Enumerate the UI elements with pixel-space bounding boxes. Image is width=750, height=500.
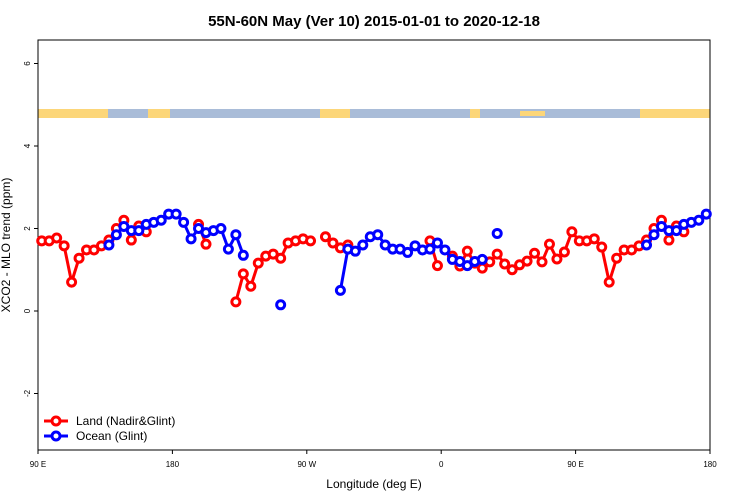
series-point <box>603 276 615 288</box>
series-point <box>237 268 249 280</box>
series-point <box>641 239 653 251</box>
x-tick-label: 180 <box>166 460 180 469</box>
x-tick-label: 180 <box>703 460 717 469</box>
plot-frame <box>37 39 711 451</box>
series-point <box>566 226 578 238</box>
series-point <box>245 280 257 292</box>
series-point <box>110 229 122 241</box>
series-point <box>506 264 518 276</box>
series-point <box>237 249 249 261</box>
x-tick-label: 90 E <box>30 460 46 469</box>
series-point <box>439 244 451 256</box>
series-point <box>543 238 555 250</box>
series-point <box>596 241 608 253</box>
series-point <box>73 252 85 264</box>
series-point <box>215 223 227 235</box>
series-point <box>133 225 145 237</box>
series-point <box>670 225 682 237</box>
series-point <box>230 229 242 241</box>
series-point <box>125 234 137 246</box>
legend-label: Ocean (Glint) <box>76 429 147 443</box>
x-tick-label: 90 W <box>297 460 316 469</box>
y-tick-label: 6 <box>23 61 32 66</box>
series-point <box>170 208 182 220</box>
y-tick-label: -2 <box>23 389 32 397</box>
series-point <box>461 245 473 257</box>
legend-marker <box>50 415 62 427</box>
series-point <box>476 262 488 274</box>
series-point <box>357 239 369 251</box>
y-tick-label: 0 <box>23 308 32 313</box>
series-point <box>58 240 70 252</box>
series-point <box>491 248 503 260</box>
series-point <box>431 260 443 272</box>
series-point <box>230 296 242 308</box>
y-tick-label: 4 <box>23 143 32 148</box>
series-point <box>529 247 541 259</box>
series-point <box>103 239 115 251</box>
map-strip <box>38 109 710 118</box>
series-point <box>275 252 287 264</box>
series-point <box>222 243 234 255</box>
x-tick-label: 90 E <box>567 460 583 469</box>
y-tick-label: 2 <box>23 226 32 231</box>
series-point <box>700 208 712 220</box>
series-point <box>663 234 675 246</box>
series-point <box>648 229 660 241</box>
series-point <box>693 214 705 226</box>
series-point <box>252 257 264 269</box>
chart-title: 55N-60N May (Ver 10) 2015-01-01 to 2020-… <box>208 13 540 30</box>
series-point <box>558 246 570 258</box>
legend-marker <box>50 430 62 442</box>
series-point <box>499 258 511 270</box>
series-point <box>200 238 212 250</box>
series-point <box>66 276 78 288</box>
series-point <box>551 253 563 265</box>
series-point <box>611 252 623 264</box>
series-point <box>51 232 63 244</box>
series-point <box>185 233 197 245</box>
series-point <box>334 284 346 296</box>
series-point <box>155 214 167 226</box>
series-point <box>402 246 414 258</box>
x-axis-label: Longitude (deg E) <box>326 477 421 491</box>
series-point <box>349 245 361 257</box>
series-point <box>305 235 317 247</box>
series-point <box>372 229 384 241</box>
series-point <box>275 299 287 311</box>
series-point <box>491 227 503 239</box>
legend-label: Land (Nadir&Glint) <box>76 414 175 428</box>
series-point <box>536 256 548 268</box>
y-axis-label: XCO2 - MLO trend (ppm) <box>0 178 13 313</box>
series-point <box>319 231 331 243</box>
series-point <box>521 255 533 267</box>
series-point <box>588 233 600 245</box>
series-point <box>327 237 339 249</box>
series-point <box>431 237 443 249</box>
series-point <box>424 243 436 255</box>
x-tick-label: 0 <box>439 460 444 469</box>
series-point <box>476 253 488 265</box>
series-point <box>178 216 190 228</box>
